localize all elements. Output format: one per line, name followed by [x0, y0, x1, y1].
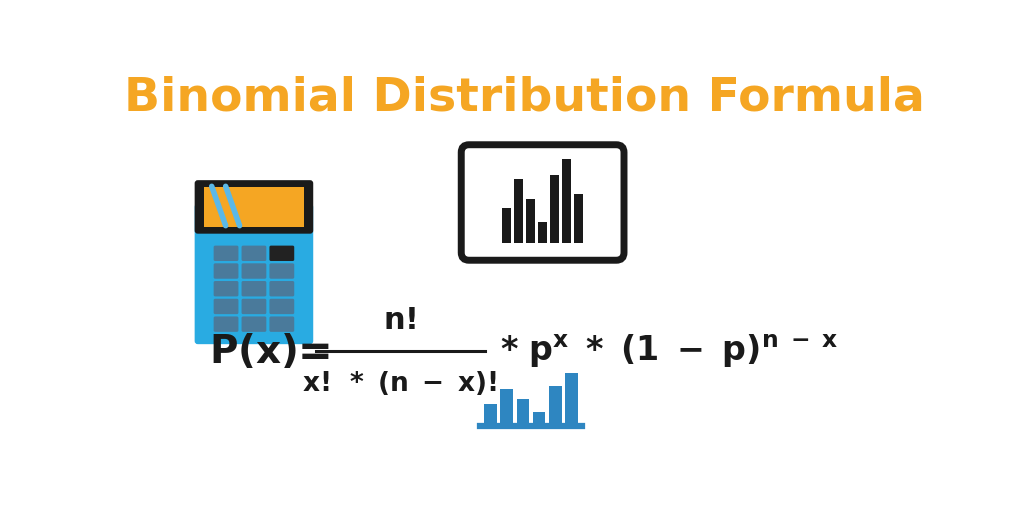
FancyBboxPatch shape — [242, 317, 266, 332]
Bar — [517, 399, 529, 426]
FancyBboxPatch shape — [269, 317, 294, 332]
Bar — [574, 194, 584, 244]
FancyBboxPatch shape — [242, 299, 266, 314]
Bar — [514, 179, 523, 244]
Text: $\mathbf{*\ p^x\ *\ (1\ -\ p)^{n\ -\ x}}$: $\mathbf{*\ p^x\ *\ (1\ -\ p)^{n\ -\ x}}… — [500, 332, 839, 370]
Bar — [502, 208, 511, 244]
Text: Binomial Distribution Formula: Binomial Distribution Formula — [124, 75, 926, 120]
FancyBboxPatch shape — [269, 246, 294, 261]
Bar — [565, 373, 578, 426]
FancyBboxPatch shape — [214, 281, 239, 297]
FancyBboxPatch shape — [214, 246, 239, 261]
Bar — [562, 159, 571, 244]
FancyBboxPatch shape — [242, 281, 266, 297]
FancyBboxPatch shape — [214, 317, 239, 332]
Text: $\mathbf{n!}$: $\mathbf{n!}$ — [383, 305, 416, 336]
Bar — [538, 222, 547, 244]
FancyBboxPatch shape — [269, 299, 294, 314]
FancyBboxPatch shape — [269, 281, 294, 297]
FancyBboxPatch shape — [214, 299, 239, 314]
Bar — [526, 199, 536, 244]
FancyBboxPatch shape — [269, 264, 294, 279]
Bar — [501, 389, 513, 426]
FancyBboxPatch shape — [242, 264, 266, 279]
Bar — [549, 386, 561, 426]
Text: $\mathbf{=}$: $\mathbf{=}$ — [289, 330, 330, 372]
Bar — [204, 187, 304, 227]
FancyBboxPatch shape — [242, 246, 266, 261]
Bar — [550, 175, 559, 244]
FancyBboxPatch shape — [195, 180, 313, 234]
Bar — [484, 404, 497, 426]
FancyBboxPatch shape — [195, 204, 313, 344]
Text: $\mathbf{x!\ *\ (n\ -\ x)!}$: $\mathbf{x!\ *\ (n\ -\ x)!}$ — [302, 369, 497, 398]
FancyBboxPatch shape — [214, 264, 239, 279]
Text: $\mathbf{P(x)}$: $\mathbf{P(x)}$ — [209, 331, 297, 371]
FancyBboxPatch shape — [461, 145, 624, 260]
Bar — [532, 412, 546, 426]
